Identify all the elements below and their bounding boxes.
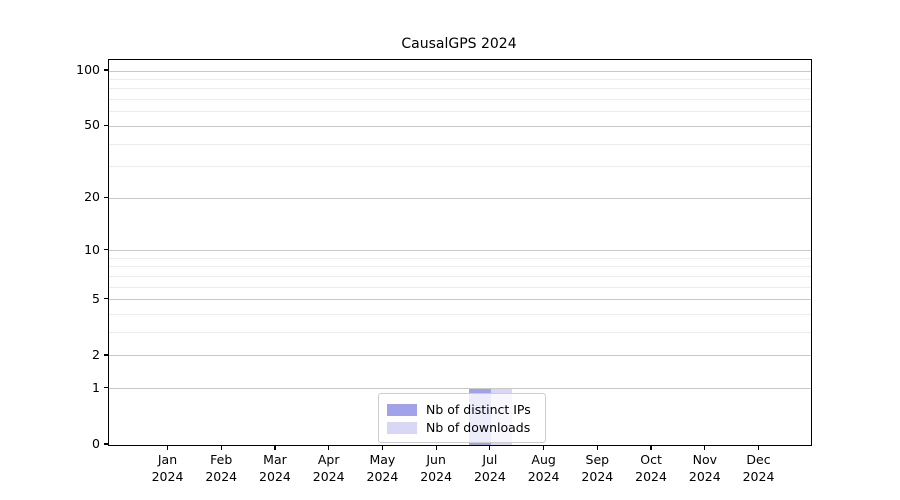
y-gridline-major [109, 250, 811, 252]
y-gridline-minor [109, 257, 811, 259]
y-gridline-minor [109, 111, 811, 113]
y-tick-label: 5 [92, 290, 100, 306]
x-tick-mark [704, 445, 706, 450]
x-tick-label: Oct 2024 [635, 452, 667, 484]
y-gridline-minor [109, 88, 811, 90]
y-gridline-major [109, 299, 811, 301]
x-tick-label: Jan 2024 [151, 452, 184, 484]
x-tick-label: May 2024 [366, 452, 399, 484]
y-gridline-minor [109, 275, 811, 277]
y-tick-mark [103, 196, 108, 198]
y-gridline-minor [109, 332, 811, 334]
y-gridline-major [109, 197, 811, 199]
x-tick-label: Mar 2024 [259, 452, 291, 484]
x-tick-mark [328, 445, 330, 450]
legend: Nb of distinct IPs Nb of downloads [378, 393, 546, 443]
chart-title: CausalGPS 2024 [401, 36, 517, 52]
x-tick-mark [489, 445, 491, 450]
y-tick-label: 2 [92, 346, 100, 362]
y-tick-mark [103, 124, 108, 126]
x-tick-label: Apr 2024 [312, 452, 345, 484]
y-gridline-major [109, 388, 811, 390]
y-tick-mark [103, 69, 108, 71]
y-tick-label: 1 [92, 379, 100, 395]
x-tick-mark [220, 445, 222, 450]
y-gridline-major [109, 70, 811, 72]
y-gridline-major [109, 125, 811, 127]
x-tick-label: Nov 2024 [688, 452, 721, 484]
y-tick-label: 50 [84, 117, 100, 133]
y-tick-label: 10 [84, 241, 100, 257]
x-tick-mark [596, 445, 598, 450]
y-gridline-major [109, 355, 811, 357]
x-tick-label: Jun 2024 [420, 452, 453, 484]
y-gridline-minor [109, 166, 811, 168]
legend-swatch-distinct-ips [387, 403, 417, 416]
y-gridline-minor [109, 286, 811, 288]
x-tick-mark [274, 445, 276, 450]
y-tick-mark [103, 387, 108, 389]
plot-area: Nb of distinct IPs Nb of downloads [108, 59, 812, 446]
x-tick-mark [435, 445, 437, 450]
x-tick-label: Sep 2024 [581, 452, 614, 484]
x-tick-mark [757, 445, 760, 450]
y-gridline-minor [109, 266, 811, 268]
y-tick-mark [103, 354, 108, 356]
x-tick-label: Aug 2024 [527, 452, 560, 484]
y-tick-label: 0 [92, 436, 100, 451]
legend-label-downloads: Nb of downloads [426, 420, 531, 435]
y-tick-mark [103, 298, 108, 300]
x-tick-mark [650, 445, 652, 450]
y-tick-mark [103, 249, 108, 251]
x-tick-label: Feb 2024 [205, 452, 238, 484]
legend-item-downloads: Nb of downloads [387, 419, 537, 436]
y-tick-label: 20 [84, 189, 100, 205]
y-gridline-minor [109, 78, 811, 80]
y-gridline-minor [109, 314, 811, 316]
y-tick-label: 100 [76, 62, 100, 77]
y-gridline-minor [109, 143, 811, 145]
y-gridline-minor [109, 99, 811, 101]
legend-label-distinct-ips: Nb of distinct IPs [426, 402, 531, 417]
x-tick-mark [543, 445, 545, 450]
legend-swatch-downloads [387, 421, 417, 434]
x-tick-label: Dec 2024 [742, 452, 775, 484]
x-tick-mark [166, 445, 169, 450]
x-tick-mark [381, 445, 383, 450]
x-tick-label: Jul 2024 [473, 452, 506, 484]
legend-item-distinct-ips: Nb of distinct IPs [387, 401, 537, 418]
y-tick-mark [103, 443, 108, 445]
